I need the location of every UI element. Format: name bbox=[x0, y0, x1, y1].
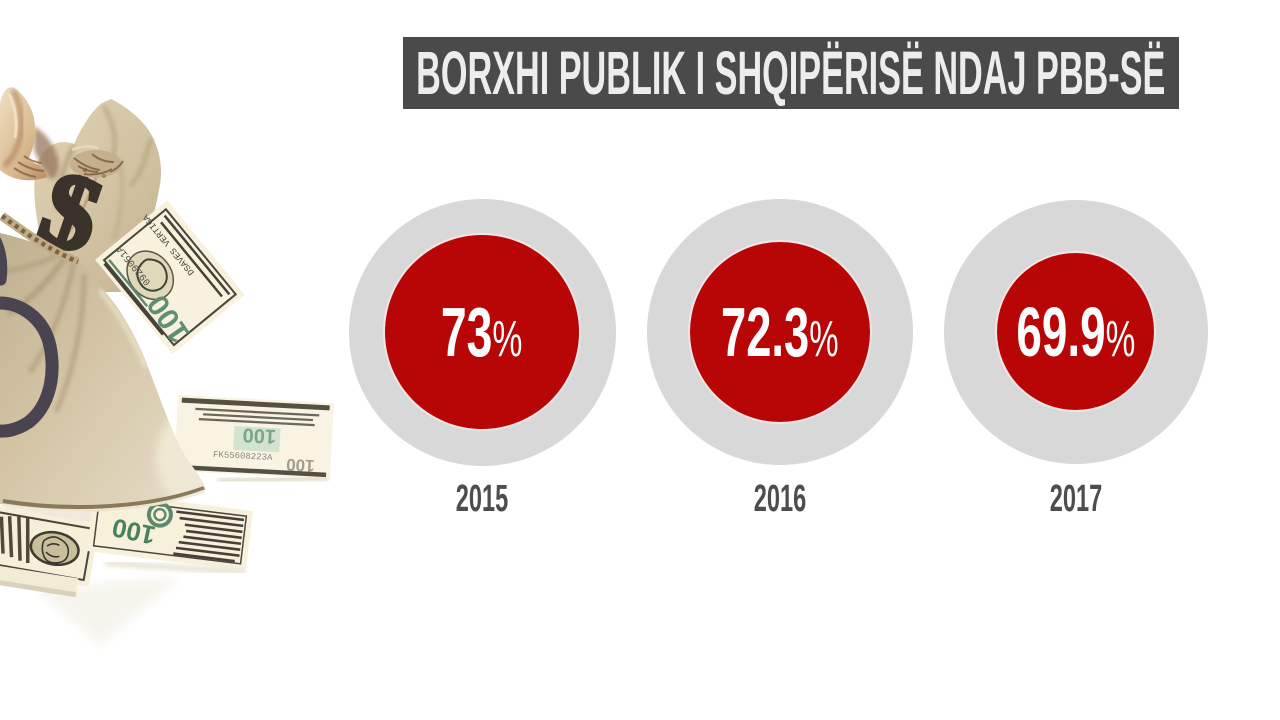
svg-text:100: 100 bbox=[286, 455, 315, 475]
svg-text:100: 100 bbox=[242, 423, 276, 447]
svg-text:FK55608223A: FK55608223A bbox=[213, 450, 273, 463]
